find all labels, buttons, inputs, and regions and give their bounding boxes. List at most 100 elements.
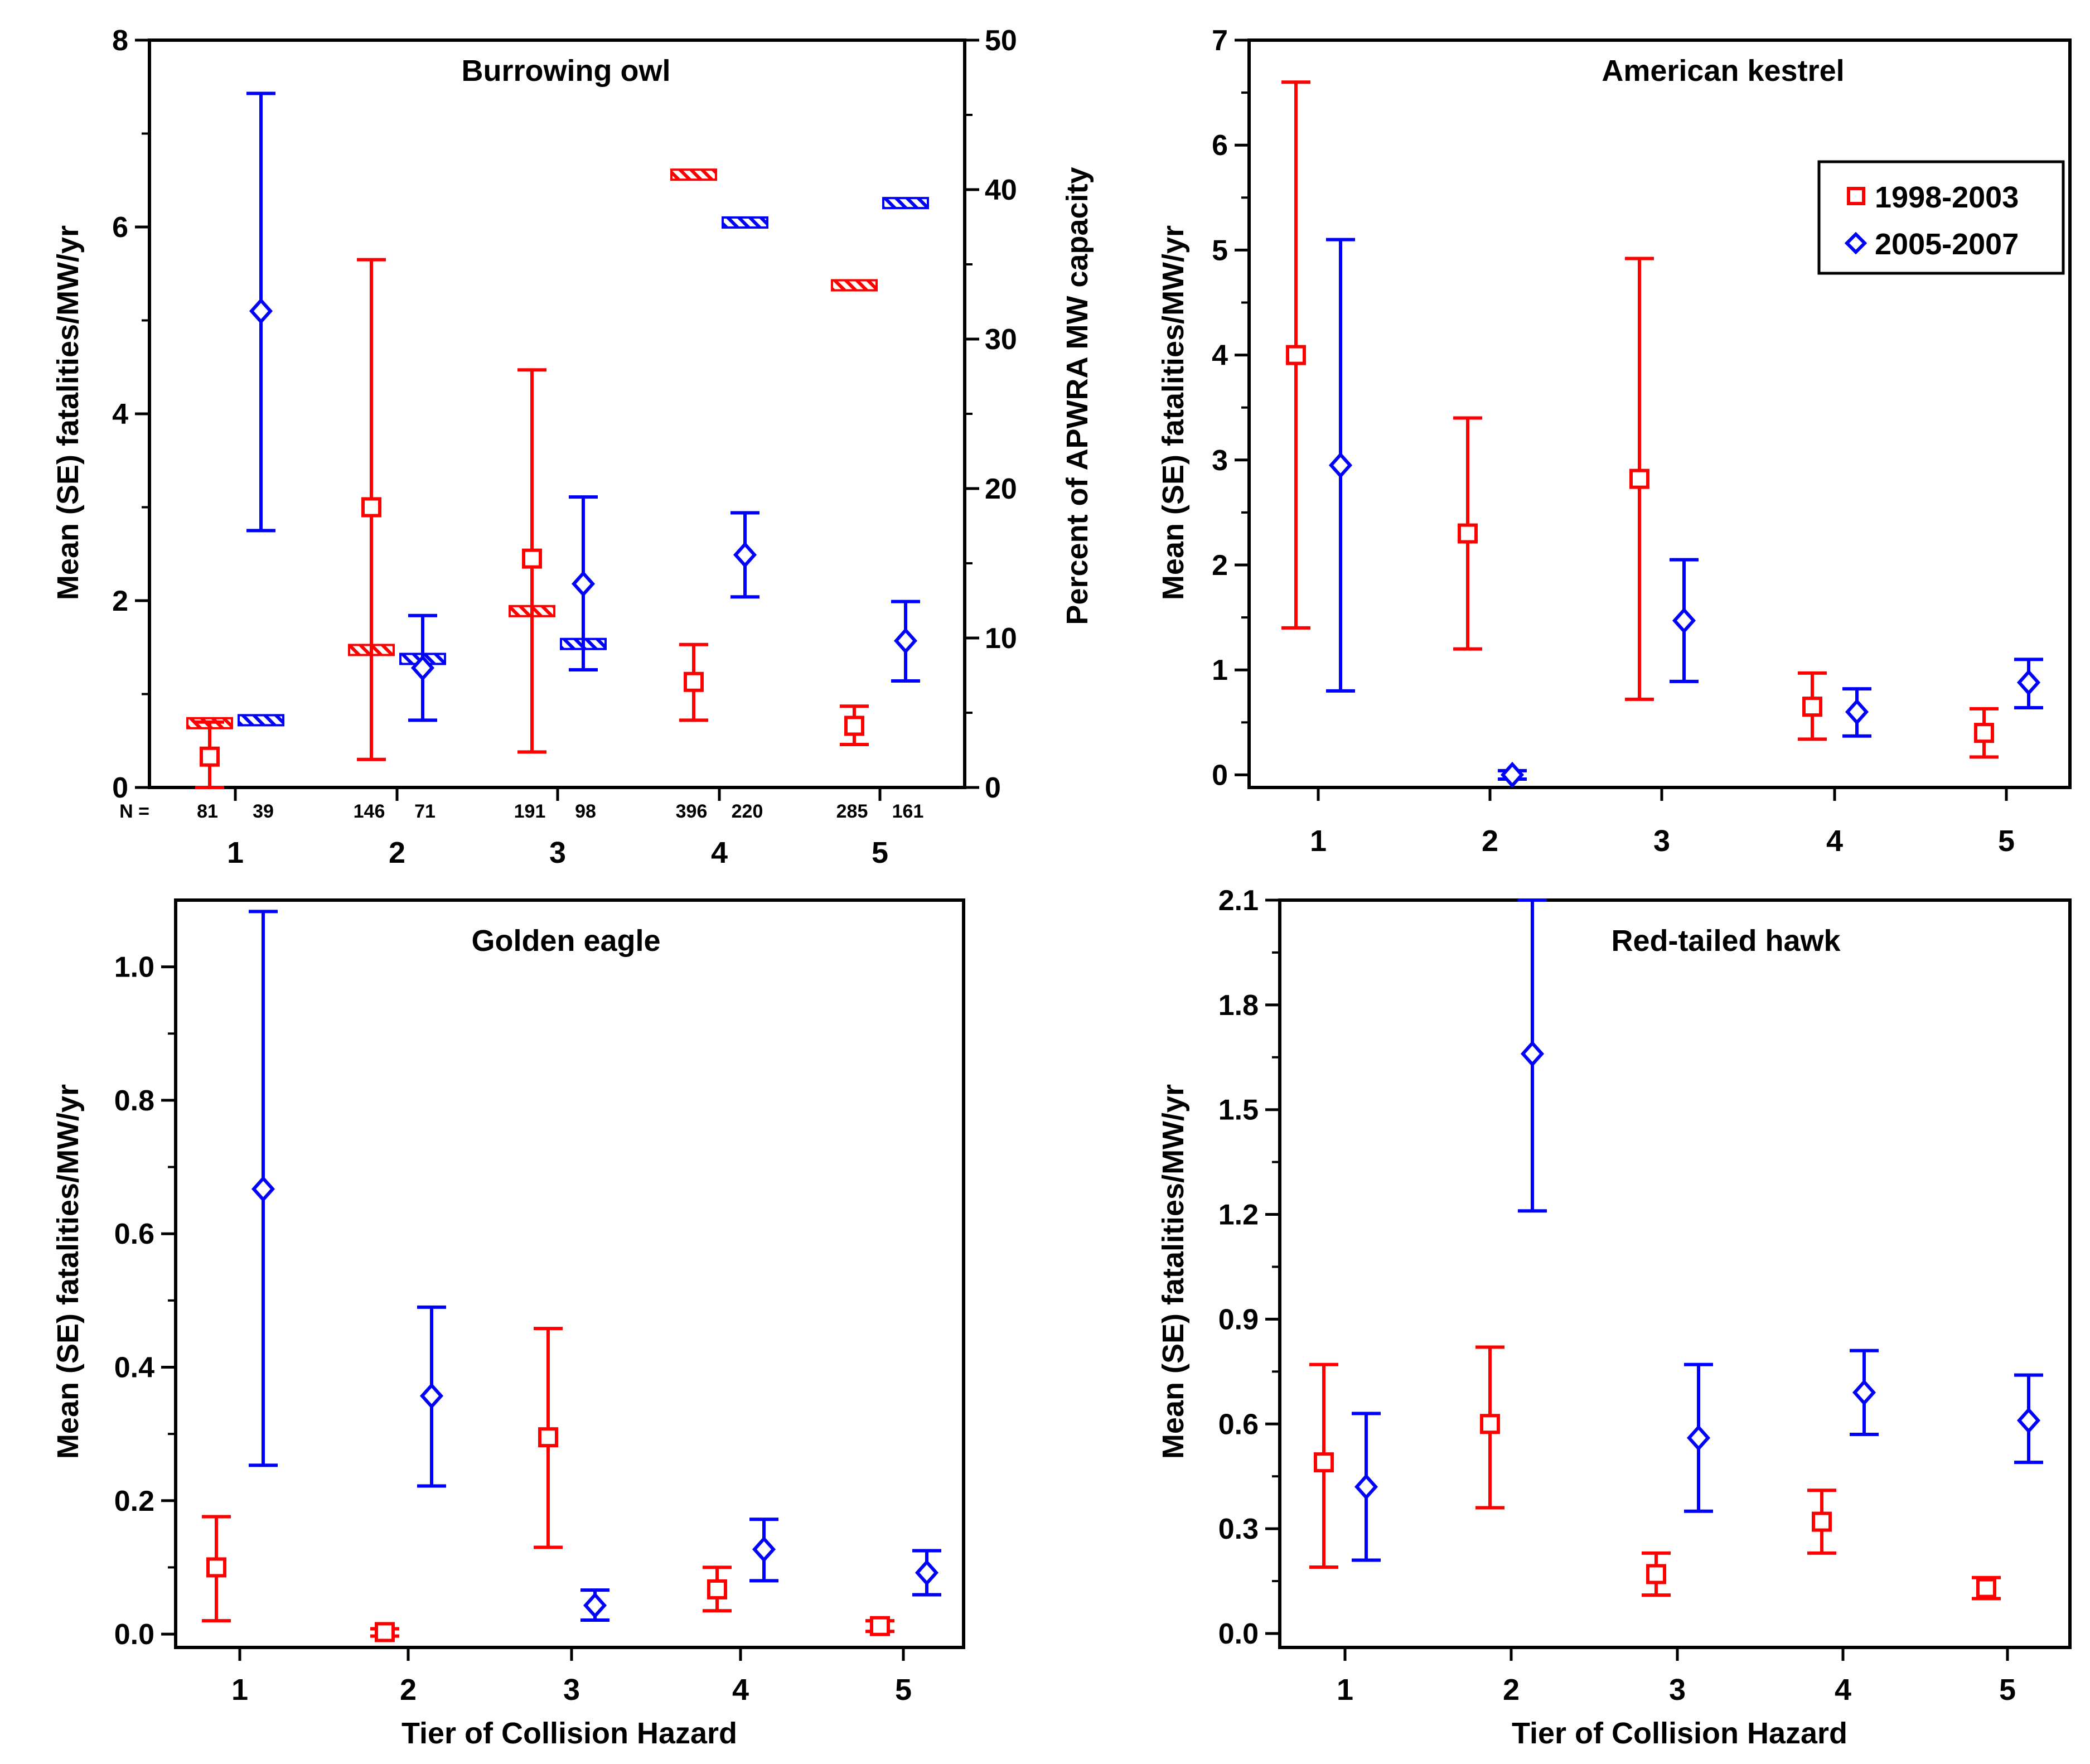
x-tick-label: 2 [1503,1673,1520,1707]
mean-marker-square [1802,697,1822,717]
x-tick-label: 1 [227,836,244,869]
y-axis-label: Mean (SE) fatalities/MW/yr [1157,1084,1190,1459]
y-tick-label: 5 [1212,234,1228,267]
mean-marker-diamond [1672,607,1696,634]
y-axis-ticks: 0.0 0.2 0.4 0.6 0.8 1.0 [114,951,176,1651]
capacity-bar [670,168,717,181]
mean-marker-diamond [251,1176,275,1202]
y2-axis-label: Percent of APWRA MW capacity [1061,167,1094,625]
chart-title: Burrowing owl [462,54,671,88]
mean-marker-diamond [1686,1424,1711,1451]
x-tick-label: 4 [1826,824,1843,858]
mean-marker-square [1458,523,1478,544]
y-tick-label: 6 [112,211,128,244]
mean-marker-diamond [2016,669,2041,696]
n-value: 146 [354,801,385,822]
mean-marker-square [522,548,542,569]
x-axis-ticks: 1 2 3 4 5 [231,1647,912,1707]
legend-diamond-marker [1844,231,1868,255]
mean-marker-square [206,1557,226,1578]
y-tick-label: 1.8 [1218,989,1259,1022]
mean-marker-diamond [1845,698,1869,725]
y-tick-label: 0.0 [1218,1618,1259,1650]
capacity-bar [882,197,929,210]
mean-marker-square [361,497,381,518]
x-tick-label: 3 [549,836,566,869]
n-label: N = [119,801,149,822]
mean-marker-diamond [1328,452,1353,479]
mean-marker-diamond [752,1536,776,1563]
mean-marker-square [684,671,704,692]
y-tick-label: 2 [1212,549,1228,582]
capacity-bar [238,714,284,727]
n-value: 396 [676,801,708,822]
y-tick-label: 0.4 [114,1352,154,1384]
legend-entry-1998-2003: 1998-2003 [1875,181,2019,214]
y-tick-label: 1 [1212,654,1228,687]
x-tick-label: 5 [872,836,888,869]
panel-burrowing-owl: Burrowing owl Mean (SE) fatalities/MW/yr… [51,25,1094,869]
data-marks [1281,80,2043,788]
y-tick-label: 1.5 [1218,1094,1259,1127]
panel-american-kestrel: American kestrel Mean (SE) fatalities/MW… [1157,25,2072,858]
x-tick-label: 5 [1998,824,2015,858]
y-tick-label: 0.2 [114,1485,154,1517]
y-tick-label: 0 [112,772,128,804]
mean-marker-square [1974,723,1994,743]
n-value: 285 [836,801,868,822]
panel-golden-eagle: Golden eagle Mean (SE) fatalities/MW/yr … [51,898,965,1750]
mean-marker-square [1629,468,1649,489]
mean-marker-diamond [915,1559,939,1586]
x-tick-label: 1 [1310,824,1327,858]
n-value: 191 [514,801,546,822]
n-value: 71 [414,801,436,822]
mean-marker-diamond [1500,761,1525,788]
mean-marker-square [870,1616,890,1636]
capacity-bar [722,216,768,229]
n-value: 98 [575,801,596,822]
y-tick-label: 0.6 [1218,1408,1259,1441]
y2-tick-label: 40 [985,174,1017,206]
chart-title: Red-tailed hawk [1611,924,1841,958]
x-axis-label: Tier of Collision Hazard [401,1717,737,1750]
mean-marker-diamond [733,542,757,568]
panel-red-tailed-hawk: Red-tailed hawk Mean (SE) fatalities/MW/… [1157,885,2072,1750]
y-axis-ticks: 0.0 0.3 0.6 0.9 1.2 1.5 1.8 2.1 [1218,885,1280,1650]
mean-marker-square [707,1579,727,1599]
y-tick-label: 2 [112,585,128,617]
n-value: 39 [253,801,274,822]
x-axis-label: Tier of Collision Hazard [1512,1717,1847,1750]
data-marks: 81 146 191 396 285 39 71 98 220 161 [186,91,929,822]
x-tick-label: 5 [895,1673,912,1707]
y-axis-label: Mean (SE) fatalities/MW/yr [51,225,85,600]
y-axis-label: Mean (SE) fatalities/MW/yr [51,1084,85,1459]
x-tick-label: 2 [1482,824,1498,858]
x-tick-label: 3 [1669,1673,1686,1707]
mean-marker-diamond [410,655,435,682]
mean-marker-diamond [1520,1041,1545,1067]
mean-marker-square [538,1427,558,1448]
plot-frame [174,898,965,1649]
legend: 1998-2003 2005-2007 [1817,160,2065,275]
x-tick-label: 3 [1653,824,1670,858]
y-tick-label: 0.6 [114,1218,154,1250]
x-axis-ticks: 1 2 3 4 5 [1310,787,2015,858]
mean-marker-square [1976,1578,1996,1598]
x-tick-label: 2 [389,836,405,869]
mean-marker-square [844,716,864,736]
chart-title: American kestrel [1602,54,1844,88]
mean-marker-square [200,746,220,767]
mean-marker-square [375,1622,395,1642]
y2-tick-label: 0 [985,772,1001,804]
mean-marker-diamond [419,1383,444,1409]
data-marks [202,910,941,1642]
y-tick-label: 1.2 [1218,1199,1259,1231]
y-tick-label: 0.8 [114,1085,154,1117]
y-tick-label: 0 [1212,759,1228,791]
y2-tick-label: 30 [985,323,1017,356]
y-tick-label: 8 [112,25,128,57]
mean-marker-square [1646,1564,1666,1584]
x-tick-label: 3 [563,1673,580,1707]
n-value: 161 [892,801,924,822]
